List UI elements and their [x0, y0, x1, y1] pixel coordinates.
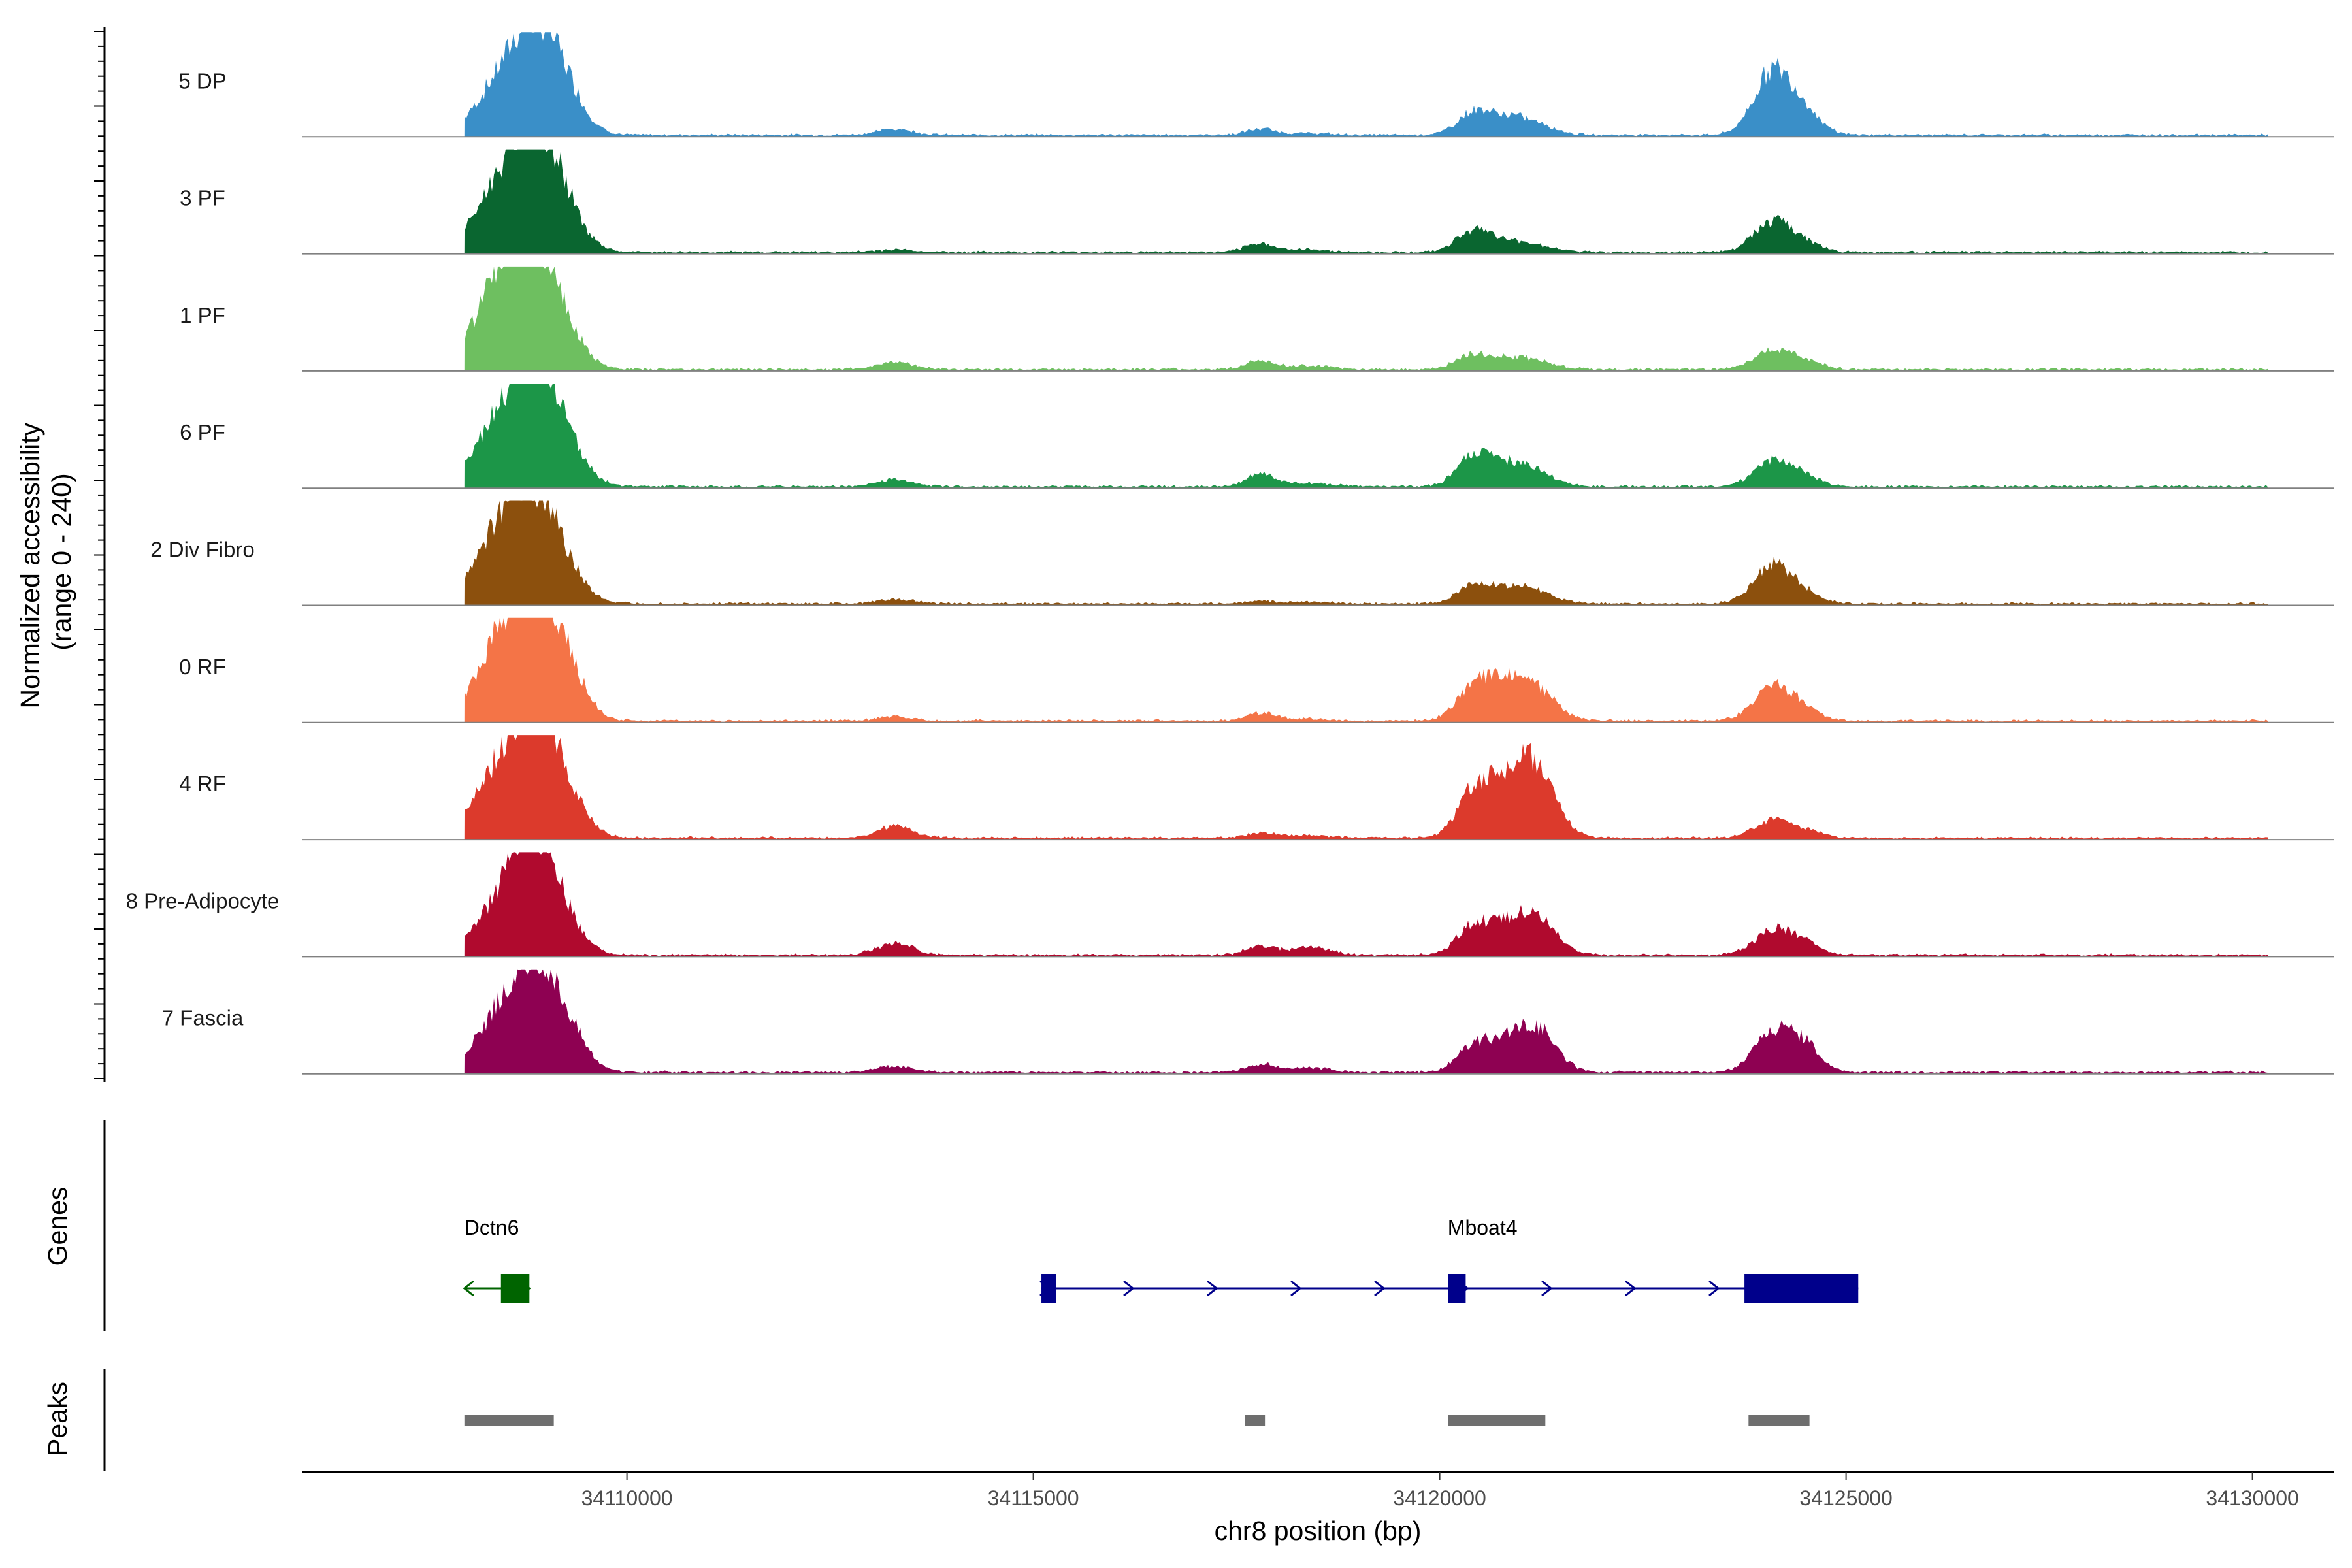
strand-arrow — [1290, 1280, 1302, 1297]
track-6: 4 RF — [179, 735, 2334, 841]
strand-arrow — [1708, 1280, 1720, 1297]
track-label: 0 RF — [179, 655, 226, 679]
peaks-track-label: Peaks — [42, 1382, 73, 1456]
x-tick-label: 34125000 — [1799, 1486, 1892, 1510]
peak-region — [1748, 1415, 1810, 1426]
track-5: 0 RF — [179, 617, 2334, 723]
genes-track: Dctn6 Mboat4 — [463, 1216, 1859, 1303]
track-1: 3 PF — [180, 149, 2334, 255]
gene-mboat4: Mboat4 — [1039, 1216, 1859, 1303]
y-axis-ticks — [94, 31, 105, 1079]
coverage-area — [464, 149, 2268, 254]
peaks-track — [464, 1415, 1810, 1426]
x-axis-ticks: 34110000 34115000 34120000 34125000 34130000 — [581, 1472, 2299, 1510]
coverage-area — [464, 384, 2268, 489]
coverage-y-axis — [94, 27, 106, 1082]
track-label: 1 PF — [180, 303, 225, 327]
track-2: 1 PF — [180, 266, 2334, 372]
x-tick-label: 34115000 — [988, 1486, 1079, 1510]
coverage-area — [464, 266, 2268, 371]
gene-dctn6: Dctn6 — [463, 1216, 531, 1303]
coverage-area — [464, 969, 2268, 1074]
coverage-tracks: 5 DP 3 PF 1 PF 6 PF 2 Div Fibro 0 RF 4 RF 8 Pre… — [126, 32, 2334, 1075]
track-label: 2 Div Fibro — [150, 538, 255, 562]
coverage-area — [464, 32, 2268, 137]
x-tick-label: 34110000 — [581, 1486, 673, 1510]
y-axis-title-line1: Normalized accessibility — [15, 422, 45, 708]
strand-arrow — [463, 1280, 474, 1297]
track-label: 5 DP — [178, 69, 226, 93]
peak-region — [1245, 1415, 1266, 1426]
x-axis-title: chr8 position (bp) — [1215, 1516, 1422, 1546]
strand-arrow — [1207, 1280, 1218, 1297]
coverage-area — [464, 617, 2268, 723]
coverage-area — [464, 735, 2268, 840]
strand-arrow — [1541, 1280, 1553, 1297]
gene-exon — [1448, 1274, 1466, 1303]
strand-arrow — [1625, 1280, 1637, 1297]
gene-exon — [1744, 1274, 1859, 1303]
track-label: 3 PF — [180, 186, 225, 210]
track-label: 8 Pre-Adipocyte — [126, 889, 280, 913]
x-axis: 34110000 34115000 34120000 34125000 34130000 — [302, 1471, 2334, 1510]
y-axis-title-line2: (range 0 - 240) — [46, 473, 76, 650]
genes-track-label: Genes — [42, 1187, 73, 1266]
x-tick-label: 34130000 — [2206, 1486, 2298, 1510]
track-label: 6 PF — [180, 420, 225, 444]
coverage-area — [464, 500, 2268, 606]
track-label: 7 Fascia — [162, 1006, 244, 1030]
x-tick-label: 34120000 — [1393, 1486, 1486, 1510]
gene-name-label: Dctn6 — [465, 1216, 519, 1239]
track-label: 4 RF — [179, 772, 226, 796]
strand-arrow — [1123, 1280, 1135, 1297]
gene-exon — [1041, 1274, 1056, 1303]
strand-arrow — [1374, 1280, 1386, 1297]
coverage-area — [464, 852, 2268, 957]
peak-region — [1448, 1415, 1546, 1426]
track-0: 5 DP — [178, 32, 2334, 138]
y-axis-title: Normalized accessibility (range 0 - 240) — [15, 416, 76, 709]
gene-name-label: Mboat4 — [1448, 1216, 1518, 1239]
gene-exon — [500, 1274, 530, 1303]
track-4: 2 Div Fibro — [150, 500, 2334, 606]
track-8: 7 Fascia — [162, 969, 2334, 1075]
track-3: 6 PF — [180, 384, 2334, 489]
peak-region — [464, 1415, 554, 1426]
track-7: 8 Pre-Adipocyte — [126, 852, 2334, 958]
